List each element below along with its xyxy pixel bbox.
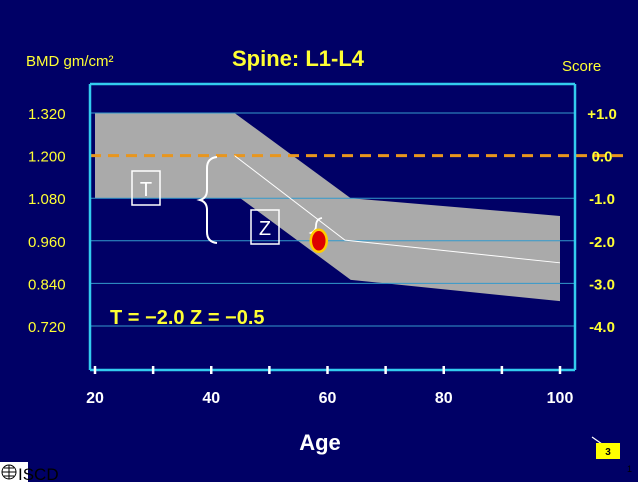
score-tick-label: -1.0 (589, 191, 615, 208)
y-tick-label: 1.080 (28, 191, 66, 208)
score-tick-label: -4.0 (589, 319, 615, 336)
patient-point (309, 228, 329, 254)
x-tick-label: 60 (319, 390, 337, 407)
score-axis-label: Score (562, 58, 601, 75)
logo-text: ISCD (18, 465, 59, 482)
z-label-box: Z (250, 209, 280, 245)
t-score-brace (196, 156, 218, 244)
score-tick-label: +1.0 (587, 106, 617, 123)
score-summary: T = −2.0 Z = −0.5 (110, 307, 265, 329)
x-axis-label: Age (299, 430, 341, 455)
chart-title: Spine: L1-L4 (232, 46, 365, 71)
y-tick-label: 1.200 (28, 149, 66, 166)
x-tick-label: 20 (86, 390, 104, 407)
corner-number: 1 (627, 464, 632, 474)
x-tick-label: 80 (435, 390, 453, 407)
score-tick-label: -2.0 (589, 234, 615, 251)
y-tick-label: 0.840 (28, 276, 66, 293)
score-tick-label: 0.0 (592, 149, 613, 166)
age-matched-mean-line (234, 155, 561, 264)
score-tick-label: -3.0 (589, 276, 615, 293)
z-label: Z (259, 218, 271, 240)
t-label-box: T (131, 170, 161, 206)
page-number: 3 (605, 447, 611, 458)
x-tick-label: 40 (202, 390, 220, 407)
x-tick-label: 100 (547, 390, 574, 407)
y-axis-label: BMD gm/cm² (26, 53, 114, 70)
t-label: T (140, 179, 152, 201)
page-badge: 3 (591, 436, 620, 459)
y-tick-label: 0.960 (28, 234, 66, 251)
y-tick-label: 0.720 (28, 319, 66, 336)
y-tick-label: 1.320 (28, 106, 66, 123)
iscd-logo: ISCD (0, 462, 59, 482)
